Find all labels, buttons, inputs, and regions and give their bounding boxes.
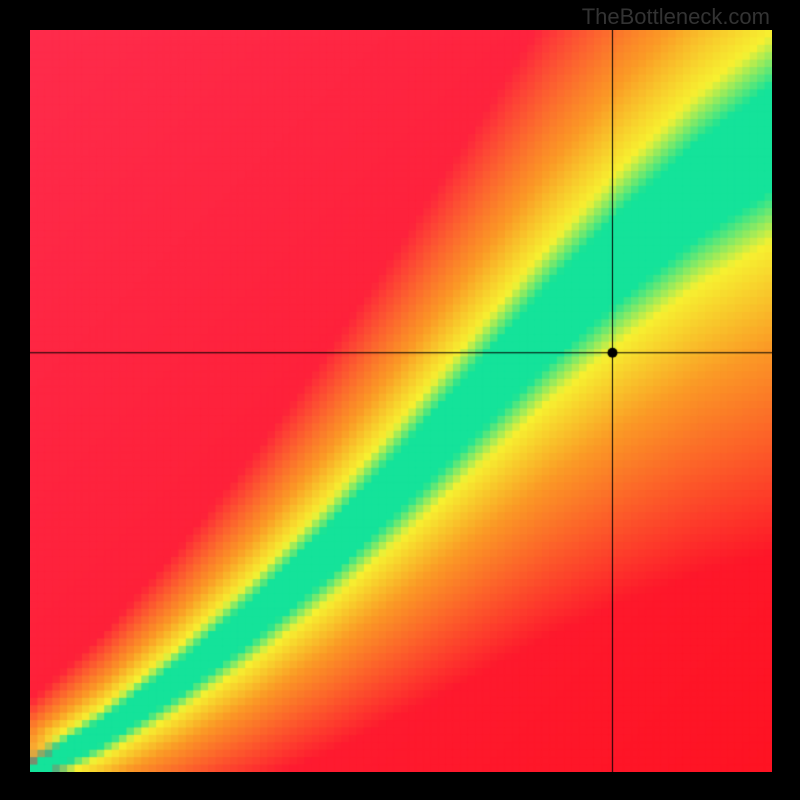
bottleneck-heatmap <box>30 30 772 772</box>
watermark-text: TheBottleneck.com <box>582 4 770 30</box>
chart-container: TheBottleneck.com <box>0 0 800 800</box>
